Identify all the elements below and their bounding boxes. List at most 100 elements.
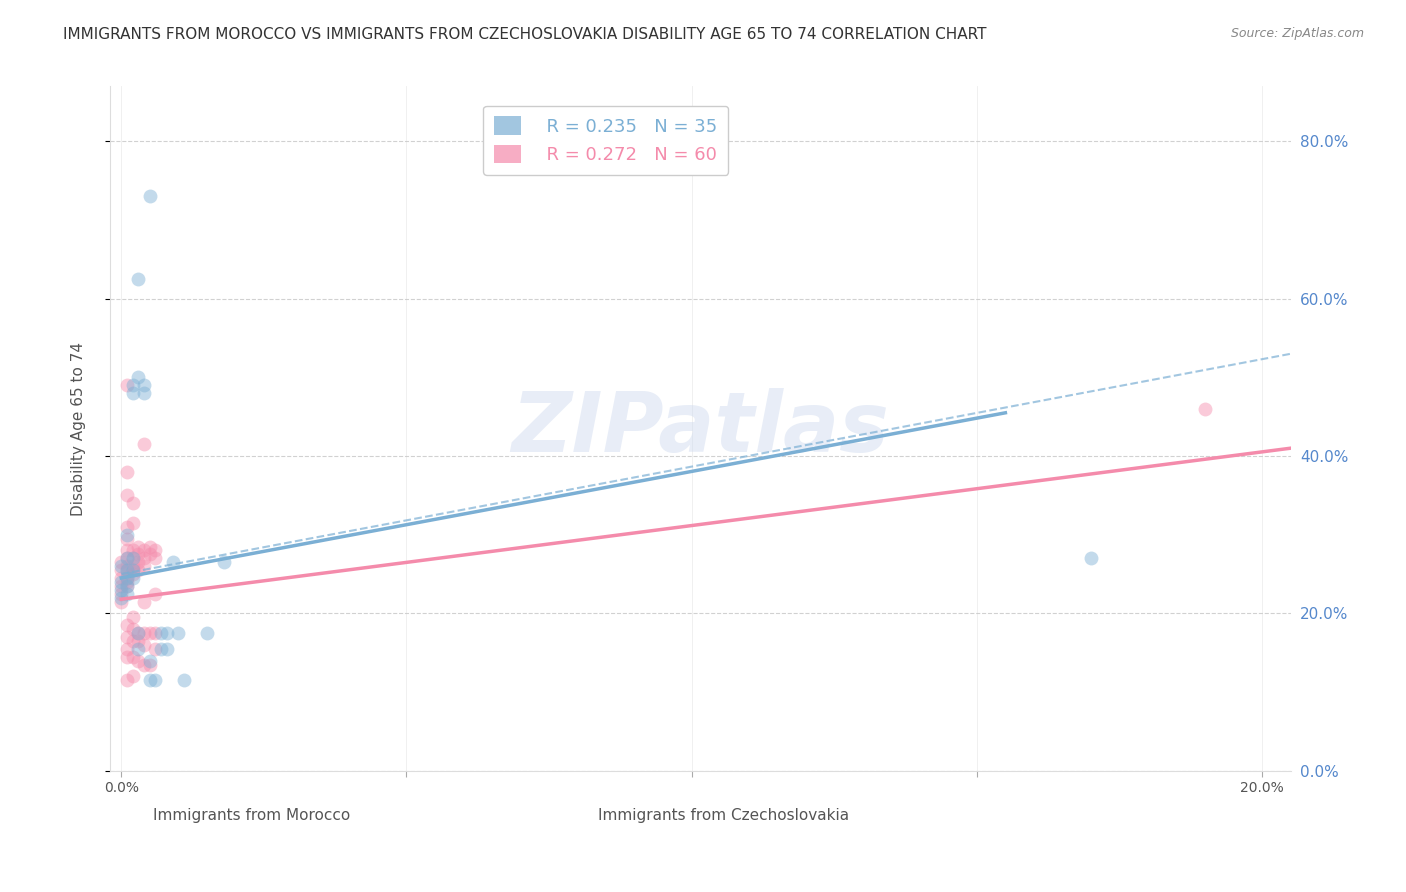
Point (132, 594, 155, 608)
Point (121, 634, 143, 648)
Point (127, 272, 149, 286)
Point (110, 571, 132, 585)
Point (110, 559, 132, 574)
Point (115, 579, 138, 593)
Point (132, 638, 155, 652)
Point (115, 641, 138, 656)
Text: ZIPatlas: ZIPatlas (512, 388, 889, 469)
Point (127, 634, 149, 648)
Point (121, 516, 143, 530)
Point (145, 551, 167, 566)
Point (121, 563, 143, 577)
Point (121, 610, 143, 624)
Point (121, 543, 143, 558)
Point (132, 543, 155, 558)
Text: IMMIGRANTS FROM MOROCCO VS IMMIGRANTS FROM CZECHOSLOVAKIA DISABILITY AGE 65 TO 7: IMMIGRANTS FROM MOROCCO VS IMMIGRANTS FR… (63, 27, 987, 42)
Point (115, 587, 138, 601)
Point (127, 654, 149, 668)
Point (132, 386, 155, 401)
Point (150, 626, 173, 640)
Point (127, 641, 149, 656)
Point (127, 540, 149, 554)
Legend:   R = 0.235   N = 35,   R = 0.272   N = 60: R = 0.235 N = 35, R = 0.272 N = 60 (484, 105, 728, 175)
Text: Source: ZipAtlas.com: Source: ZipAtlas.com (1230, 27, 1364, 40)
Point (139, 189, 162, 203)
Point (110, 563, 132, 577)
Text: Immigrants from Czechoslovakia: Immigrants from Czechoslovakia (599, 808, 849, 823)
Point (145, 587, 167, 601)
Point (121, 622, 143, 636)
Point (115, 551, 138, 566)
Point (132, 657, 155, 672)
Point (110, 555, 132, 569)
Point (156, 626, 179, 640)
Text: Immigrants from Morocco: Immigrants from Morocco (153, 808, 350, 823)
Point (127, 548, 149, 562)
Point (173, 673, 195, 688)
Point (121, 649, 143, 664)
Point (162, 555, 184, 569)
Point (139, 548, 162, 562)
Point (115, 563, 138, 577)
Point (115, 579, 138, 593)
Point (127, 626, 149, 640)
Point (1194, 401, 1216, 416)
Point (127, 555, 149, 569)
Point (115, 563, 138, 577)
Point (139, 673, 162, 688)
Point (115, 488, 138, 502)
Point (115, 630, 138, 644)
Point (121, 551, 143, 566)
Point (127, 563, 149, 577)
Point (195, 626, 218, 640)
Point (127, 626, 149, 640)
Point (139, 540, 162, 554)
Point (145, 626, 167, 640)
Point (132, 559, 155, 574)
Point (212, 555, 235, 569)
Point (121, 378, 143, 392)
Point (110, 579, 132, 593)
Point (127, 370, 149, 384)
Point (121, 551, 143, 566)
Point (121, 563, 143, 577)
Point (110, 574, 132, 589)
Point (132, 626, 155, 640)
Point (1080, 551, 1102, 566)
Point (115, 465, 138, 479)
Point (145, 673, 167, 688)
Point (139, 626, 162, 640)
Point (121, 559, 143, 574)
Point (121, 386, 143, 401)
Point (150, 641, 173, 656)
Point (167, 626, 190, 640)
Point (115, 574, 138, 589)
Point (110, 594, 132, 608)
Point (115, 551, 138, 566)
Point (110, 591, 132, 605)
Point (115, 532, 138, 546)
Point (115, 527, 138, 541)
Point (145, 641, 167, 656)
Point (156, 641, 179, 656)
Point (139, 657, 162, 672)
Point (132, 551, 155, 566)
Point (115, 378, 138, 392)
Point (110, 587, 132, 601)
Point (121, 496, 143, 510)
Point (115, 520, 138, 534)
Point (115, 559, 138, 574)
Point (145, 543, 167, 558)
Point (132, 378, 155, 392)
Point (115, 543, 138, 558)
Point (121, 567, 143, 582)
Point (115, 673, 138, 688)
Y-axis label: Disability Age 65 to 74: Disability Age 65 to 74 (72, 342, 86, 516)
Point (115, 571, 138, 585)
Point (121, 669, 143, 683)
Point (115, 618, 138, 632)
Point (139, 654, 162, 668)
Point (110, 582, 132, 597)
Point (121, 571, 143, 585)
Point (115, 571, 138, 585)
